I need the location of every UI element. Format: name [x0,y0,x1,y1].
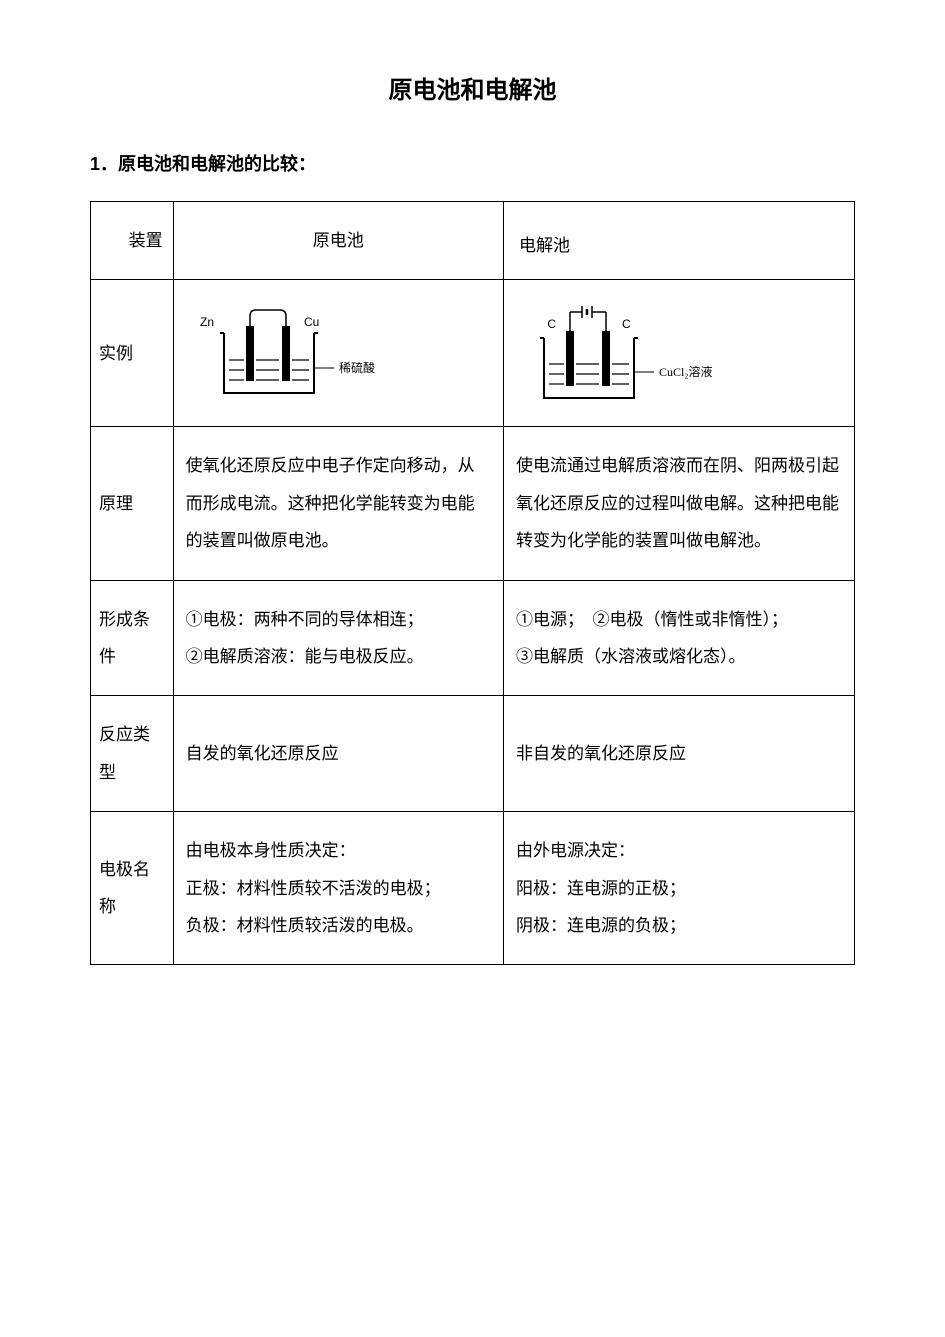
electrode-names-electrolytic: 由外电源决定： 阳极：连电源的正极； 阴极：连电源的负极； [503,812,854,965]
header-label-cell: 装置 [91,202,174,280]
en-a-1: 由电极本身性质决定： [186,832,491,869]
galvanic-diagram-cell: Zn Cu 稀硫酸 [173,280,503,427]
reaction-type-row: 反应类型 自发的氧化还原反应 非自发的氧化还原反应 [91,696,855,812]
reaction-type-galvanic: 自发的氧化还原反应 [173,696,503,812]
electrolytic-diagram-cell: C C CuCl₂溶液 [503,280,854,427]
svg-text:Zn: Zn [200,315,214,329]
header-electrolytic-cell: 电解池 [503,202,854,280]
en-b-2: 阳极：连电源的正极； [516,870,842,907]
example-label: 实例 [91,280,174,427]
svg-text:稀硫酸: 稀硫酸 [339,360,375,375]
principle-electrolytic: 使电流通过电解质溶液而在阴、阳两极引起氧化还原反应的过程叫做电解。这种把电能转变… [503,427,854,580]
cond-b-2: ③电解质（水溶液或熔化态）。 [516,638,842,675]
svg-text:Cu: Cu [304,315,319,329]
galvanic-cell-diagram: Zn Cu 稀硫酸 [184,298,404,408]
en-b-3: 阴极：连电源的负极； [516,907,842,944]
conditions-galvanic: ①电极：两种不同的导体相连； ②电解质溶液：能与电极反应。 [173,580,503,696]
page-title: 原电池和电解池 [90,70,855,105]
en-a-3: 负极：材料性质较活泼的电极。 [186,907,491,944]
conditions-label: 形成条件 [91,580,174,696]
comparison-table: 装置 原电池 电解池 实例 [90,201,855,965]
conditions-row: 形成条件 ①电极：两种不同的导体相连； ②电解质溶液：能与电极反应。 ①电源； … [91,580,855,696]
principle-label: 原理 [91,427,174,580]
en-a-2: 正极：材料性质较不活泼的电极； [186,870,491,907]
electrolytic-cell-diagram: C C CuCl₂溶液 [514,298,754,408]
electrode-names-label: 电极名称 [91,812,174,965]
en-b-1: 由外电源决定： [516,832,842,869]
principle-row: 原理 使氧化还原反应中电子作定向移动，从而形成电流。这种把化学能转变为电能的装置… [91,427,855,580]
cond-a-2: ②电解质溶液：能与电极反应。 [186,638,491,675]
electrode-names-galvanic: 由电极本身性质决定： 正极：材料性质较不活泼的电极； 负极：材料性质较活泼的电极… [173,812,503,965]
svg-text:C: C [547,317,556,331]
table-header-row: 装置 原电池 电解池 [91,202,855,280]
conditions-electrolytic: ①电源； ②电极（惰性或非惰性）； ③电解质（水溶液或熔化态）。 [503,580,854,696]
cond-b-1: ①电源； ②电极（惰性或非惰性）； [516,601,842,638]
svg-text:C: C [622,317,631,331]
section-heading: 1．原电池和电解池的比较： [90,150,855,176]
header-galvanic-cell: 原电池 [173,202,503,280]
reaction-type-electrolytic: 非自发的氧化还原反应 [503,696,854,812]
example-row: 实例 [91,280,855,427]
principle-galvanic: 使氧化还原反应中电子作定向移动，从而形成电流。这种把化学能转变为电能的装置叫做原… [173,427,503,580]
svg-text:CuCl₂溶液: CuCl₂溶液 [659,364,713,379]
electrode-names-row: 电极名称 由电极本身性质决定： 正极：材料性质较不活泼的电极； 负极：材料性质较… [91,812,855,965]
reaction-type-label: 反应类型 [91,696,174,812]
cond-a-1: ①电极：两种不同的导体相连； [186,601,491,638]
